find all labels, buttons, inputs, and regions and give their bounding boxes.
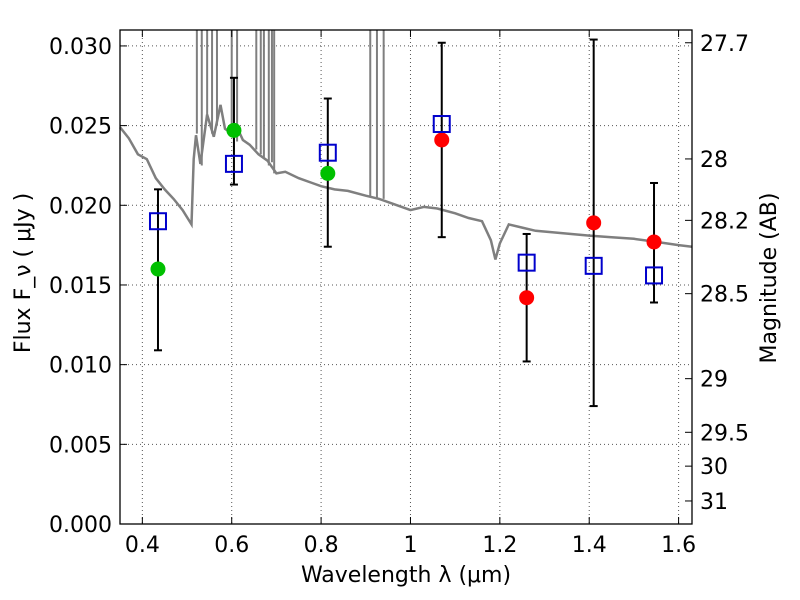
y2-axis-label: Magnitude (AB)	[757, 193, 782, 364]
x-tick-label: 1.2	[482, 533, 517, 558]
y-tick-label: 0.020	[49, 194, 112, 219]
data-point	[645, 266, 664, 285]
plot-frame	[119, 29, 693, 525]
data-point	[586, 215, 602, 231]
y2-tick-label: 29.5	[700, 421, 749, 446]
data-point	[226, 122, 242, 138]
x-axis-label: Wavelength λ (μm)	[301, 563, 511, 588]
x-tick-label: 0.6	[214, 533, 249, 558]
data-point	[148, 212, 167, 231]
y2-tick-label: 28.5	[700, 283, 749, 308]
model-spectrum	[119, 30, 693, 260]
data-point	[519, 290, 535, 306]
y-tick-label: 0.025	[49, 115, 112, 140]
y-tick-label: 0.015	[49, 274, 112, 299]
y-tick-label: 0.005	[49, 433, 112, 458]
data-point	[320, 165, 336, 181]
axis-ticks: 0.4 0.6 0.8 1 1.2 1.4 1.6 0.000 0.005 0.010 0.015 0…	[49, 30, 749, 558]
y2-tick-label: 30	[700, 455, 728, 480]
data-point	[434, 132, 450, 148]
y-tick-label: 0.000	[49, 513, 112, 538]
y2-tick-label: 31	[700, 490, 728, 515]
x-tick-label: 1.4	[572, 533, 607, 558]
data-point	[224, 154, 243, 173]
data-point	[432, 115, 451, 134]
y2-tick-label: 29	[700, 368, 728, 393]
data-point	[318, 143, 337, 162]
data-point	[646, 234, 662, 250]
x-tick-label: 1	[403, 533, 417, 558]
y-tick-label: 0.010	[49, 354, 112, 379]
data-point	[517, 253, 536, 272]
y-axis-label: Flux F_ν ( μJy )	[11, 193, 36, 353]
data-markers	[148, 115, 664, 306]
y2-tick-label: 27.7	[700, 32, 749, 57]
grid	[120, 30, 692, 525]
error-bars	[153, 38, 659, 408]
y2-tick-label: 28.2	[700, 209, 749, 234]
x-tick-label: 1.6	[661, 533, 696, 558]
data-point	[584, 256, 603, 275]
x-tick-label: 0.8	[304, 533, 339, 558]
y-tick-label: 0.030	[49, 35, 112, 60]
x-tick-label: 0.4	[125, 533, 160, 558]
y2-tick-label: 28	[700, 148, 728, 173]
spectrum-line	[119, 104, 693, 260]
data-point	[150, 261, 166, 277]
